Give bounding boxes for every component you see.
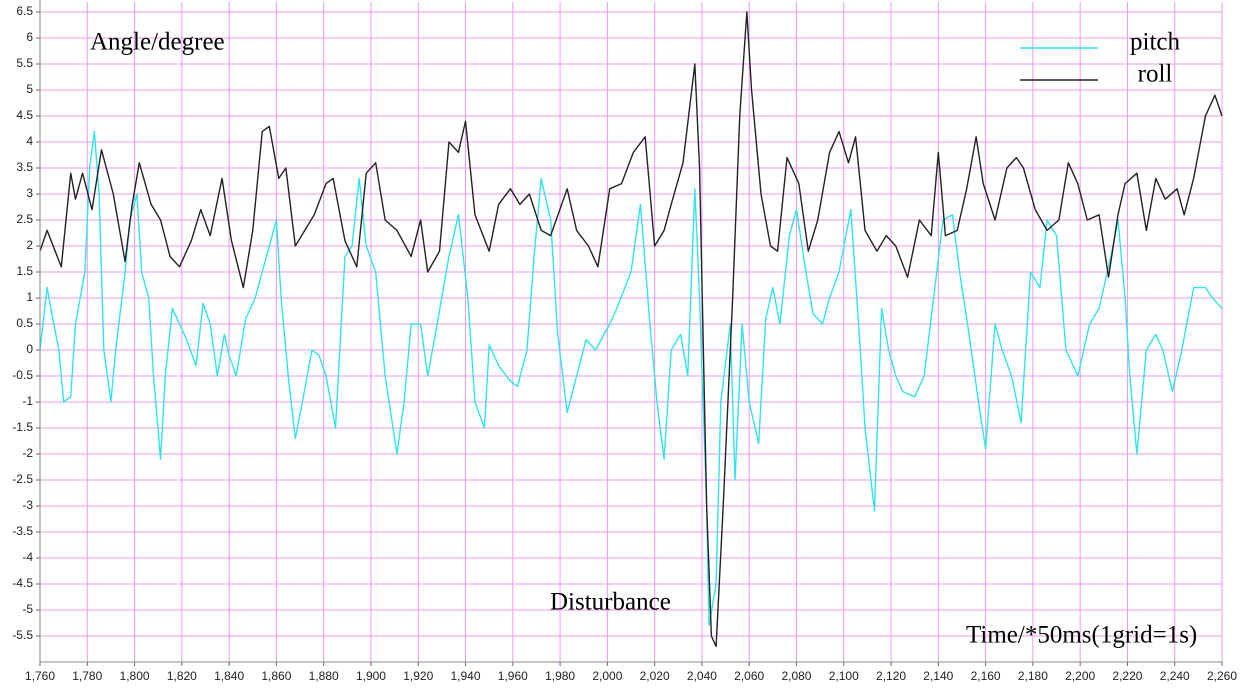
y-tick-label: -0.5 xyxy=(12,368,33,382)
x-tick-label: 2,120 xyxy=(876,669,906,683)
x-tick-label: 2,240 xyxy=(1160,669,1190,683)
x-tick-label: 1,800 xyxy=(120,669,150,683)
x-tick-label: 1,840 xyxy=(214,669,244,683)
y-tick-label: 2.5 xyxy=(16,212,33,226)
y-tick-label: 3.5 xyxy=(16,160,33,174)
x-tick-label: 1,760 xyxy=(25,669,55,683)
x-tick-label: 1,920 xyxy=(403,669,433,683)
x-tick-label: 1,900 xyxy=(356,669,386,683)
y-tick-label: -2 xyxy=(22,446,33,460)
y-tick-label: 0 xyxy=(26,342,33,356)
x-axis-label: Time/*50ms(1grid=1s) xyxy=(966,622,1197,649)
y-tick-label: -1 xyxy=(22,394,33,408)
y-tick-label: -5 xyxy=(22,602,33,616)
y-tick-label: 2 xyxy=(26,238,33,252)
plot-lines xyxy=(39,11,1223,648)
legend-label: roll xyxy=(1138,61,1173,88)
x-tick-label: 1,980 xyxy=(545,669,575,683)
series-line xyxy=(39,11,1223,648)
y-tick-label: 6 xyxy=(26,30,33,44)
x-tick-label: 1,940 xyxy=(451,669,481,683)
x-tick-label: 1,960 xyxy=(498,669,528,683)
x-tick-label: 2,140 xyxy=(923,669,953,683)
x-tick-label: 2,040 xyxy=(687,669,717,683)
y-tick-label: 1.5 xyxy=(16,264,33,278)
x-tick-label: 1,780 xyxy=(72,669,102,683)
y-tick-label: 1 xyxy=(26,290,33,304)
y-tick-label: -3 xyxy=(22,498,33,512)
x-tick-label: 2,100 xyxy=(829,669,859,683)
x-tick-label: 2,260 xyxy=(1207,669,1237,683)
series-line xyxy=(39,130,1223,627)
x-tick-label: 2,180 xyxy=(1018,669,1048,683)
y-tick-label: 0.5 xyxy=(16,316,33,330)
x-tick-label: 2,060 xyxy=(734,669,764,683)
x-tick-label: 2,000 xyxy=(592,669,622,683)
y-tick-label: -5.5 xyxy=(12,628,33,642)
x-tick-label: 2,220 xyxy=(1112,669,1142,683)
x-tick-label: 2,200 xyxy=(1065,669,1095,683)
y-tick-label: 4.5 xyxy=(16,108,33,122)
y-tick-label: -3.5 xyxy=(12,524,33,538)
legend-label: pitch xyxy=(1130,29,1180,56)
x-tick-label: 2,080 xyxy=(781,669,811,683)
legend: pitch roll xyxy=(1020,29,1180,88)
y-tick-label: -4.5 xyxy=(12,576,33,590)
y-axis-label: Angle/degree xyxy=(90,29,225,56)
x-tick-label: 2,160 xyxy=(971,669,1001,683)
x-tick-label: 2,020 xyxy=(640,669,670,683)
y-tick-label: 5.5 xyxy=(16,56,33,70)
x-tick-label: 1,860 xyxy=(261,669,291,683)
y-tick-label: 3 xyxy=(26,186,33,200)
axes: 6.5 6 5.5 5 4.5 4 3.5 3 2.5 2 1.5 1 0.5 0 -0.5 -1 -1.5 -2… xyxy=(12,0,1237,683)
x-tick-label: 1,880 xyxy=(309,669,339,683)
x-tick-label: 1,820 xyxy=(167,669,197,683)
annotation: Disturbance xyxy=(550,589,671,616)
y-tick-label: 5 xyxy=(26,82,33,96)
y-tick-label: 6.5 xyxy=(16,4,33,18)
y-tick-label: 4 xyxy=(26,134,33,148)
y-tick-label: -1.5 xyxy=(12,420,33,434)
y-tick-label: -2.5 xyxy=(12,472,33,486)
y-tick-label: -4 xyxy=(22,550,33,564)
